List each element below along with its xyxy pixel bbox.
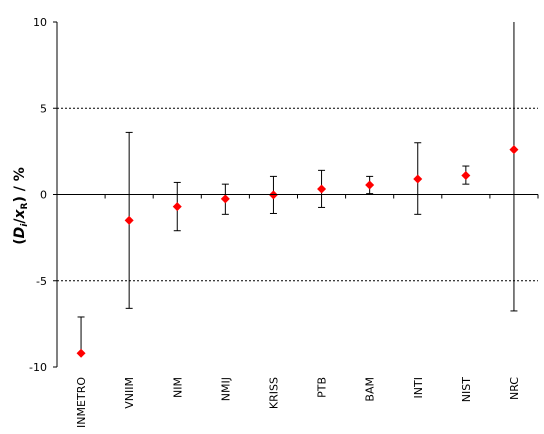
ylabel-open-paren: ( — [12, 238, 28, 244]
x-tick-label: BAM — [364, 377, 377, 402]
x-tick-label: INTI — [412, 377, 425, 398]
data-point — [76, 348, 86, 358]
data-point — [124, 215, 134, 225]
y-tick-label: 10 — [33, 16, 47, 29]
y-tick-label: -5 — [36, 275, 47, 288]
data-point — [413, 174, 423, 184]
y-tick-label: 0 — [40, 189, 47, 202]
y-axis: 10 5 0 -5 -10 — [29, 16, 58, 374]
ylabel-d-subscript: i — [20, 223, 30, 227]
y-axis-label: (Di/xR) / % — [12, 167, 30, 245]
data-point — [172, 202, 182, 212]
ylabel-d-symbol: D — [12, 227, 28, 239]
data-point — [365, 180, 375, 190]
data-point — [509, 145, 519, 155]
ylabel-slash: / — [12, 218, 28, 224]
x-tick-label: KRISS — [267, 377, 280, 409]
x-tick-label: NRC — [508, 377, 521, 400]
error-bars — [77, 22, 518, 354]
y-tick-label: -10 — [29, 361, 47, 374]
y-tick-label: 5 — [40, 102, 47, 115]
x-tick-label: VNIIM — [123, 377, 136, 409]
data-point — [461, 171, 471, 181]
x-axis: INMETRO VNIIM NIM NMIJ KRISS PTB BAM INTI NIST NR… — [56, 194, 539, 428]
data-point — [220, 194, 230, 204]
data-point — [317, 184, 327, 194]
ylabel-close-paren: ) — [12, 196, 28, 202]
ylabel-unit: / % — [12, 167, 28, 196]
x-tick-label: INMETRO — [75, 377, 88, 428]
data-markers — [76, 145, 519, 358]
x-tick-label: PTB — [316, 377, 329, 398]
error-bar — [77, 316, 85, 354]
ylabel-x-symbol: x — [12, 209, 28, 220]
x-tick-label: NMIJ — [219, 377, 232, 401]
x-tick-label: NIM — [171, 377, 184, 398]
x-tick-label: NIST — [460, 377, 473, 402]
reference-lines — [57, 107, 538, 282]
error-bar — [510, 22, 518, 312]
ylabel-x-subscript: R — [20, 202, 30, 209]
